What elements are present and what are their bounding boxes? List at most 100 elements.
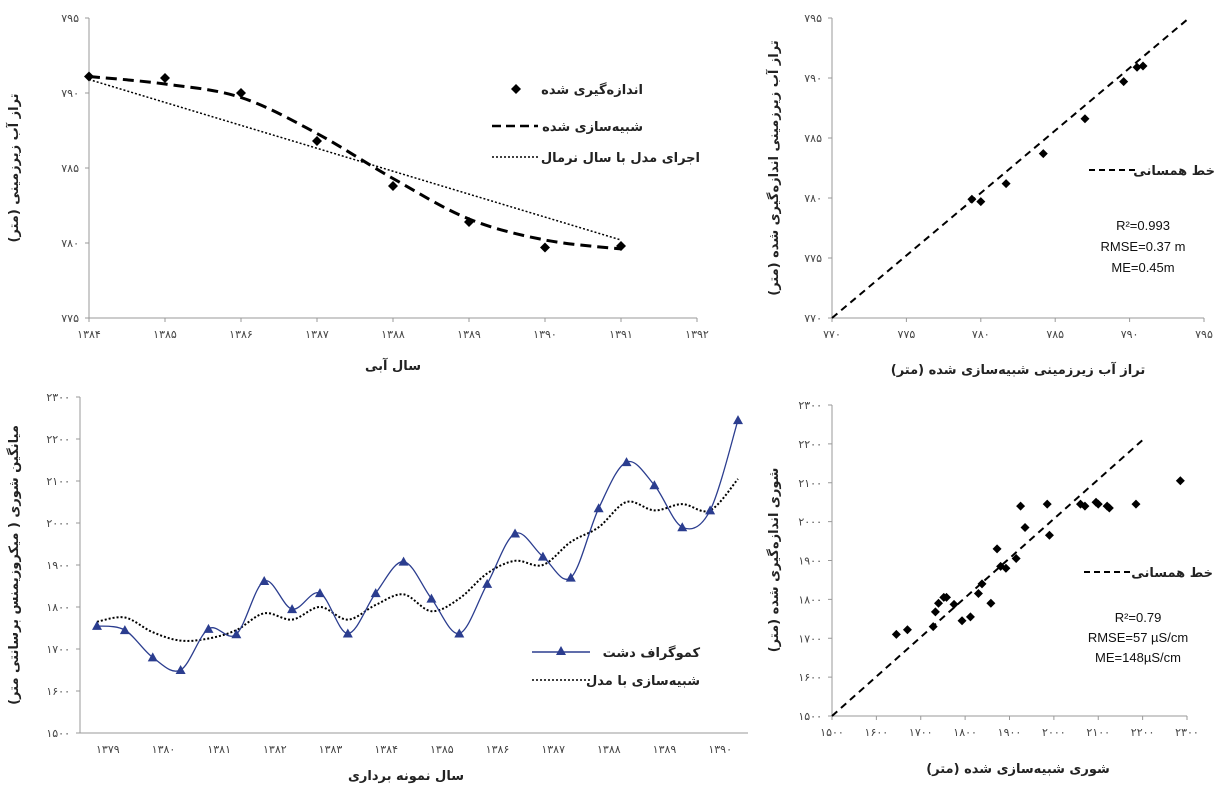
point-chemograph [733,415,743,425]
y-tick-label: ۲۳۰۰ [46,391,70,404]
x-tick-labels: ۱۳۷۹ ۱۳۸۰ ۱۳۸۱ ۱۳۸۲ ۱۳۸۳ ۱۳۸۴ ۱۳۸۵ ۱۳۸۶ ۱۳۸۷ ۱۳۸۸… [96,743,732,756]
x-tick-label: ۱۳۸۷ [541,743,565,756]
point-chemograph [426,593,437,603]
scatter-point [1001,179,1011,189]
point-measured [312,136,322,146]
point-chemograph [175,665,186,674]
x-tick-label: ۱۳۸۵ [153,328,177,341]
x-tick-label: ۱۳۸۴ [374,743,398,756]
y-tick-label: ۷۹۰ [804,72,822,85]
x-tick-label: ۷۷۵ [898,328,916,341]
x-tick-label: ۱۳۸۰ [152,743,176,756]
y-tick-label: ۱۶۰۰ [798,671,822,684]
y-tick-label: ۱۸۰۰ [46,601,70,614]
point-chemograph [705,505,716,515]
x-tick-label: ۱۳۹۲ [685,328,709,341]
legend: کموگراف دشت شبیه‌سازی با مدل [532,645,700,689]
x-tick-label: ۷۹۵ [1195,328,1213,341]
y-tick-label: ۲۰۰۰ [46,517,70,530]
scatter-point [967,194,977,204]
y-tick-label: ۷۷۰ [804,312,822,325]
series-line-simulated [88,75,622,251]
y-tick-label: ۱۹۰۰ [46,559,70,572]
y-tick-label: ۷۸۵ [804,132,822,145]
x-tick-label: ۱۳۸۹ [457,328,481,341]
y-tick-label: ۷۸۰ [804,192,822,205]
scatter-point [1093,499,1103,509]
scatter-point [941,592,951,602]
point-chemograph [565,572,576,582]
legend: خط همسانی [1084,566,1213,581]
point-chemograph [537,551,548,561]
x-axis-label: سال نمونه برداری [348,769,464,784]
stats-box: R²=0.79 RMSE=57 µS/cm ME=148µS/cm [1088,610,1188,665]
x-tick-label: ۷۸۰ [972,328,990,341]
x-tick-label: ۲۰۰۰ [1042,726,1066,739]
point-chemograph [147,652,158,662]
plot-area [831,439,1185,717]
scatter-point [949,599,959,609]
legend-label-normal-year: اجرای مدل با سال نرمال [541,151,700,166]
y-tick-label: ۲۰۰۰ [798,516,822,529]
scatter-point [902,625,912,635]
x-axis-label: سال آبی [365,357,421,374]
series-line-model [96,478,739,642]
plot-area [92,415,743,674]
scatter-point [1011,554,1021,564]
y-tick-label: ۱۹۰۰ [798,555,822,568]
y-axis-label: تراز آب زیرزمینی (متر) [5,93,22,242]
legend-marker-measured [511,84,521,94]
stat-me: ME=0.45m [1111,260,1174,275]
legend-label-model: شبیه‌سازی با مدل [586,674,700,689]
scatter-point [1020,522,1030,532]
stat-rmse: RMSE=0.37 m [1101,239,1186,254]
x-tick-label: ۱۳۹۰ [708,743,732,756]
y-tick-label: ۲۱۰۰ [798,477,822,490]
x-tick-label: ۲۱۰۰ [1086,726,1110,739]
scatter-point [891,629,901,639]
x-tick-label: ۱۳۸۶ [486,743,510,756]
legend-label-identity: خط همسانی [1133,164,1215,179]
y-tick-label: ۷۹۵ [804,12,822,25]
y-tick-label: ۱۷۰۰ [46,643,70,656]
scatter-point [973,589,983,599]
scatter-point [957,616,967,626]
y-tick-labels: ۷۷۵ ۷۸۰ ۷۸۵ ۷۹۰ ۷۹۵ [61,12,89,325]
scatter-point [1104,503,1114,513]
scatter-point [1119,77,1129,87]
legend-label-chemograph: کموگراف دشت [603,645,701,661]
x-tick-label: ۱۳۸۹ [653,743,677,756]
x-tick-label: ۱۸۰۰ [953,726,977,739]
x-tick-label: ۱۳۸۴ [77,328,101,341]
scatter-point [1016,501,1026,511]
x-tick-labels: ۱۵۰۰ ۱۶۰۰ ۱۷۰۰ ۱۸۰۰ ۱۹۰۰ ۲۰۰۰ ۲۱۰۰ ۲۲۰۰ ۲۳۰۰ [820,716,1199,739]
scatter-point [1080,501,1090,511]
x-tick-label: ۱۹۰۰ [998,726,1022,739]
y-tick-label: ۷۷۵ [804,252,822,265]
point-chemograph [119,625,130,635]
stat-me: ME=148µS/cm [1095,650,1181,665]
scatter-point [934,598,943,608]
scatter-point [965,612,975,622]
x-tick-label: ۱۳۸۱ [207,743,231,756]
scatter-point [1080,114,1090,124]
legend-label-simulated: شبیه‌سازی شده [542,120,643,135]
y-tick-labels: ۷۷۰ ۷۷۵ ۷۸۰ ۷۸۵ ۷۹۰ ۷۹۵ [804,12,832,325]
scatter-point [986,598,996,608]
x-tick-labels: ۱۳۸۴ ۱۳۸۵ ۱۳۸۶ ۱۳۸۷ ۱۳۸۸ ۱۳۸۹ ۱۳۹۰ ۱۳۹۱ ۱۳۹۲ [77,318,709,341]
legend-label-measured: اندازه‌گیری شده [541,82,643,98]
x-axis-label: شوری شبیه‌سازی شده (متر) [926,762,1110,777]
plot-area [84,71,626,253]
scatter-point [1042,499,1052,509]
point-measured [84,71,94,82]
x-tick-label: ۱۳۸۶ [229,328,253,341]
point-chemograph [342,628,353,638]
x-tick-label: ۱۳۷۹ [96,743,120,756]
x-tick-label: ۱۳۸۳ [319,743,343,756]
x-tick-label: ۱۵۰۰ [820,726,844,739]
scatter-point [1038,149,1048,159]
legend-label-identity: خط همسانی [1131,566,1213,581]
x-tick-label: ۱۷۰۰ [909,726,933,739]
stat-r2: R²=0.993 [1116,218,1170,233]
